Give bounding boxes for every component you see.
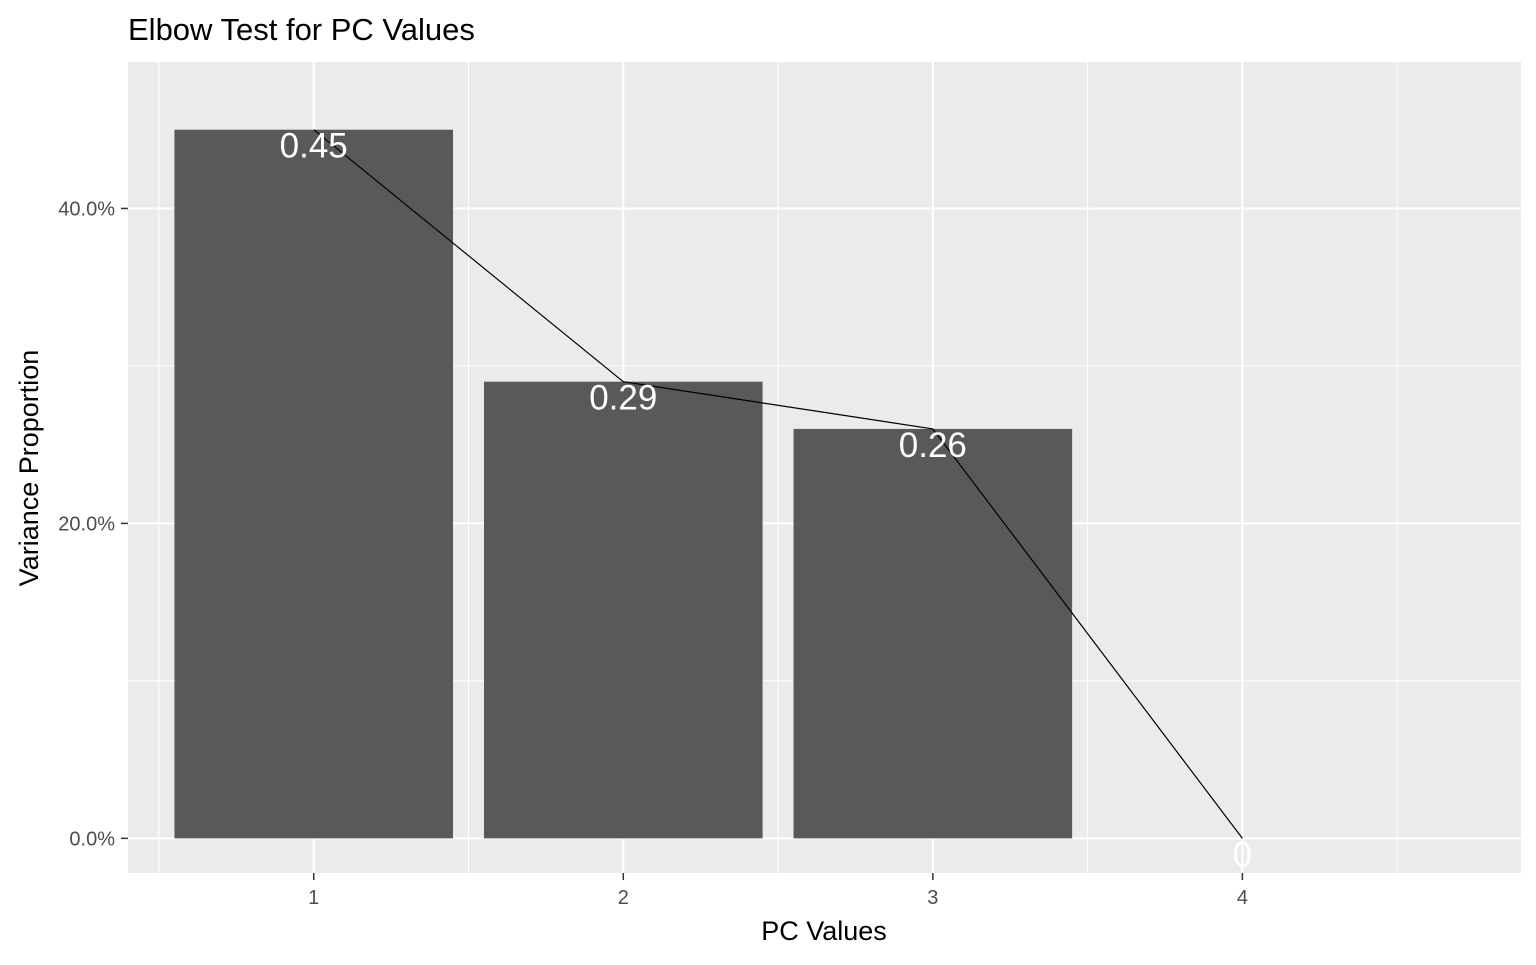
bar-1 xyxy=(174,129,454,839)
data-label-3: 0.26 xyxy=(899,426,967,465)
x-tick-label: 3 xyxy=(927,887,938,909)
y-tick-label: 0.0% xyxy=(69,828,115,850)
x-tick-label: 4 xyxy=(1237,887,1248,909)
x-tick-label: 1 xyxy=(308,887,319,909)
y-tick-label: 40.0% xyxy=(58,198,115,220)
data-label-4: 0 xyxy=(1233,835,1252,874)
trend-line xyxy=(313,129,1243,839)
bar-3 xyxy=(793,428,1073,839)
data-labels: 0.45 0.29 0.26 0 xyxy=(280,127,1252,875)
trend-line-group xyxy=(313,129,1243,839)
x-axis: 1 2 3 4 xyxy=(308,873,1248,909)
x-axis-title: PC Values xyxy=(761,916,887,946)
y-axis: 0.0% 20.0% 40.0% xyxy=(58,198,128,850)
data-label-1: 0.45 xyxy=(280,127,348,166)
bars xyxy=(174,129,1073,839)
bar-2 xyxy=(483,381,763,839)
x-tick-label: 2 xyxy=(618,887,629,909)
y-tick-label: 20.0% xyxy=(58,513,115,535)
chart-title: Elbow Test for PC Values xyxy=(128,12,475,47)
data-label-2: 0.29 xyxy=(589,379,657,418)
y-axis-title: Variance Proportion xyxy=(14,350,44,587)
